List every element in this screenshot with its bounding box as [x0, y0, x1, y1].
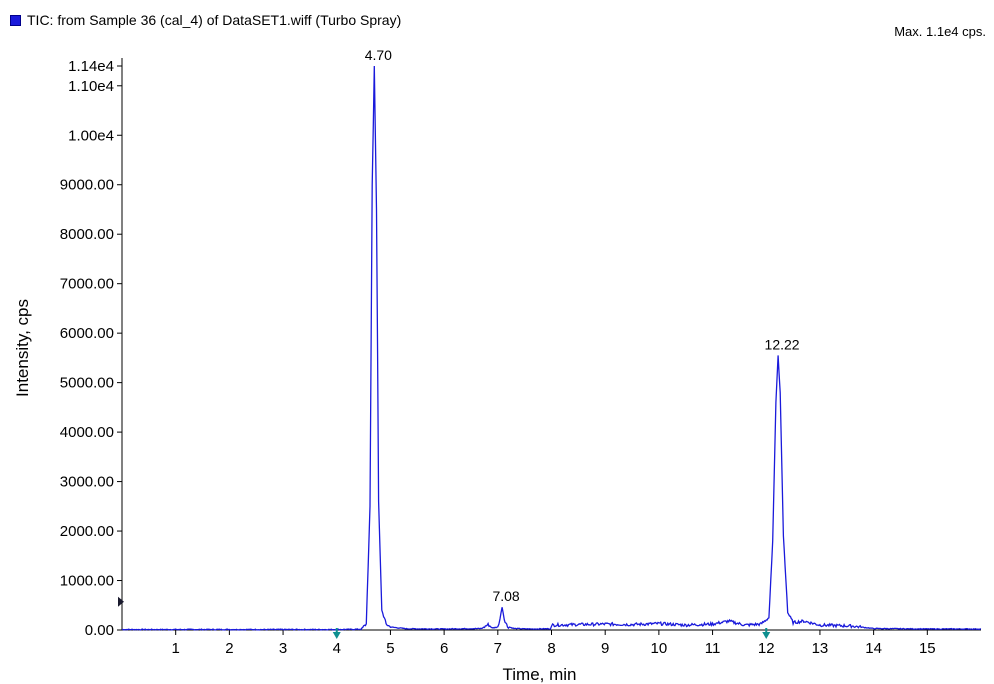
x-tick-label-11: 12	[758, 640, 775, 657]
x-tick-label-12: 13	[812, 640, 829, 657]
y-tick-label-0: 0.00	[85, 622, 114, 639]
x-axis-title: Time, min	[503, 665, 577, 684]
x-tick-label-7: 8	[547, 640, 555, 657]
y-axis-title: Intensity, cps	[13, 299, 32, 397]
x-tick-label-3: 4	[333, 640, 341, 657]
x-tick-label-9: 10	[651, 640, 668, 657]
legend-label: TIC: from Sample 36 (cal_4) of DataSET1.…	[27, 12, 402, 28]
x-tick-label-14: 15	[919, 640, 936, 657]
y-tick-label-7: 7000.00	[60, 276, 114, 293]
x-tick-label-6: 7	[494, 640, 502, 657]
x-marker-arrow-1	[762, 632, 771, 639]
y-tick-label-8: 8000.00	[60, 226, 114, 243]
y-marker-triangle-2	[118, 596, 124, 607]
x-tick-label-0: 1	[172, 640, 180, 657]
legend-swatch	[10, 14, 21, 26]
x-marker-arrow-0	[332, 632, 341, 639]
x-tick-label-4: 5	[386, 640, 394, 657]
series-line-0	[122, 65, 982, 631]
y-tick-label-10: 1.00e4	[68, 127, 114, 144]
x-tick-label-10: 11	[705, 640, 721, 657]
x-tick-label-8: 9	[601, 640, 609, 657]
y-tick-label-6: 6000.00	[60, 325, 114, 342]
peak-label-2: 12.22	[765, 336, 800, 352]
y-tick-label-11: 1.10e4	[68, 78, 114, 95]
max-intensity-label: Max. 1.1e4 cps.	[894, 24, 986, 39]
x-tick-label-1: 2	[225, 640, 233, 657]
y-tick-label-2: 2000.00	[60, 523, 114, 540]
y-tick-label-9: 9000.00	[60, 177, 114, 194]
chart-legend: TIC: from Sample 36 (cal_4) of DataSET1.…	[10, 12, 401, 28]
peak-label-1: 7.08	[492, 588, 519, 604]
y-tick-label-12: 1.14e4	[68, 58, 114, 75]
y-tick-label-5: 5000.00	[60, 375, 114, 392]
x-tick-label-2: 3	[279, 640, 287, 657]
peak-label-0: 4.70	[365, 47, 392, 63]
y-tick-label-4: 4000.00	[60, 424, 114, 441]
x-tick-label-13: 14	[865, 640, 882, 657]
x-tick-label-5: 6	[440, 640, 448, 657]
y-tick-label-1: 1000.00	[60, 573, 114, 590]
y-tick-label-3: 3000.00	[60, 474, 114, 491]
